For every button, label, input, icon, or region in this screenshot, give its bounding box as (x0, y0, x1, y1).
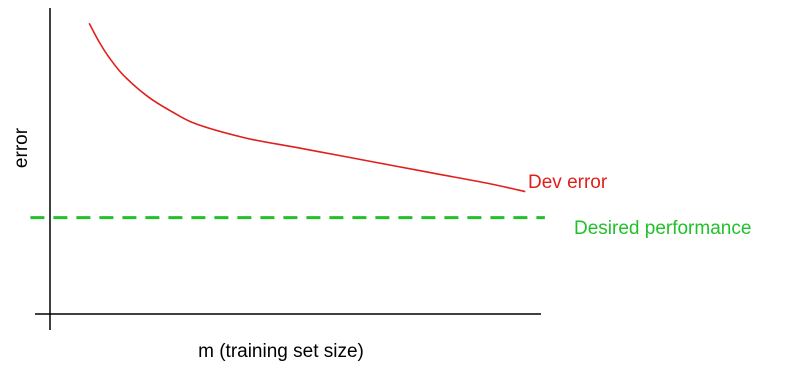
desired-performance-label: Desired performance (574, 218, 751, 239)
series-layer (30, 22, 545, 220)
x-axis-label: m (training set size) (198, 341, 364, 362)
dev-error-line (88, 22, 526, 193)
dev-error-label: Dev error (528, 172, 608, 193)
axes (35, 8, 541, 330)
y-axis-label: error (11, 127, 32, 168)
